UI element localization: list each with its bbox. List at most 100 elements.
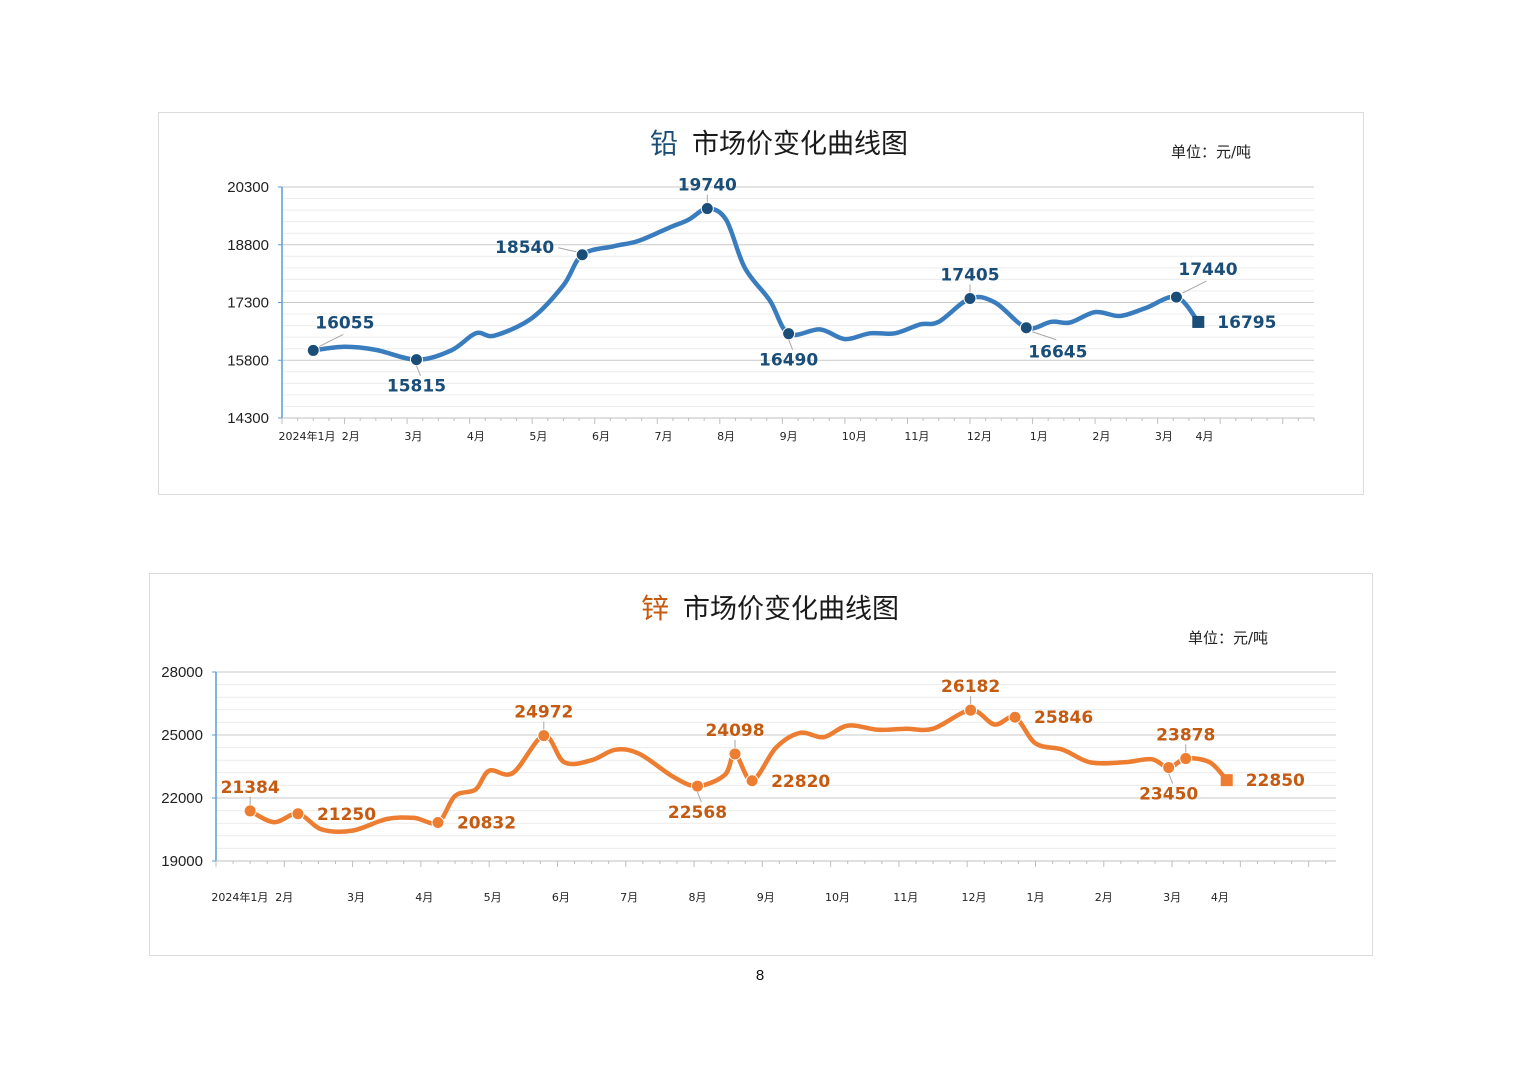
- zinc-x-tick-label: 2月: [275, 891, 293, 904]
- zinc-data-point-marker: [745, 774, 759, 788]
- lead-data-label-leader: [1032, 331, 1057, 341]
- lead-x-tick-label: 9月: [780, 430, 798, 443]
- zinc-x-tick-label: 11月: [893, 891, 918, 904]
- lead-data-label: 17405: [940, 265, 999, 285]
- zinc-data-point-marker: [1179, 752, 1193, 766]
- zinc-data-point-marker: [728, 747, 742, 761]
- lead-data-point-marker: [1019, 321, 1033, 335]
- zinc-x-tick-label: 1月: [1027, 891, 1045, 904]
- zinc-data-point-marker: [537, 729, 551, 743]
- lead-x-tick-label: 8月: [717, 430, 735, 443]
- zinc-data-label: 22850: [1246, 771, 1305, 791]
- zinc-chart-title: 锌市场价变化曲线图: [641, 592, 899, 625]
- zinc-data-label: 26182: [941, 677, 1000, 697]
- lead-data-point-marker: [409, 353, 423, 367]
- lead-y-tick-label: 15800: [227, 352, 269, 369]
- zinc-data-point-marker: [964, 703, 978, 717]
- lead-data-label: 18540: [495, 238, 554, 258]
- zinc-x-tick-marks: [215, 861, 1327, 867]
- lead-x-tick-label: 3月: [1155, 430, 1173, 443]
- lead-y-tick-label: 18800: [227, 237, 269, 254]
- lead-data-label: 17440: [1178, 260, 1237, 280]
- zinc-y-tick-label: 25000: [161, 727, 203, 744]
- lead-data-label-leader: [558, 247, 577, 253]
- zinc-x-tick-label: 3月: [1163, 891, 1181, 904]
- zinc-y-tick-label: 22000: [161, 790, 203, 807]
- zinc-unit-label: 单位：元/吨: [1188, 629, 1268, 647]
- zinc-data-label: 22820: [771, 772, 830, 792]
- lead-gridlines: [282, 186, 1314, 419]
- lead-x-tick-label: 7月: [655, 430, 673, 443]
- zinc-data-label-leader: [1168, 773, 1174, 784]
- zinc-last-value-marker: [1220, 774, 1233, 787]
- zinc-price-chart: 锌市场价变化曲线图单位：元/吨 19000 22000 25000 28000 2024年…: [161, 592, 1336, 904]
- lead-x-tick-label: 10月: [842, 430, 867, 443]
- zinc-title-text: 市场价变化曲线图: [683, 594, 899, 625]
- lead-x-tick-label: 3月: [404, 430, 422, 443]
- lead-y-tick-label: 20300: [227, 179, 269, 196]
- zinc-x-tick-label: 5月: [484, 891, 502, 904]
- zinc-x-tick-label: 3月: [347, 891, 365, 904]
- zinc-data-label: 25846: [1034, 708, 1093, 728]
- zinc-data-point-marker: [431, 816, 445, 830]
- lead-x-tick-label: 5月: [529, 430, 547, 443]
- lead-x-tick-label: 2月: [1092, 430, 1110, 443]
- lead-data-point-marker: [306, 343, 320, 357]
- zinc-data-label: 22568: [668, 803, 727, 823]
- zinc-title-metal: 锌: [641, 592, 669, 625]
- zinc-data-point-marker: [1162, 761, 1176, 775]
- page-number: 8: [755, 967, 765, 984]
- zinc-x-tick-label: 9月: [757, 891, 775, 904]
- lead-title-metal: 铅: [650, 127, 678, 160]
- zinc-x-tick-label: 2月: [1095, 891, 1113, 904]
- lead-x-tick-label: 4月: [1196, 430, 1214, 443]
- lead-x-tick-marks: [281, 418, 1315, 424]
- lead-x-tick-label: 1月: [1030, 430, 1048, 443]
- zinc-x-tick-label: 4月: [415, 891, 433, 904]
- lead-data-label-leader: [788, 339, 794, 350]
- zinc-x-tick-label: 6月: [552, 891, 570, 904]
- zinc-data-point-marker: [1008, 710, 1022, 724]
- lead-y-tick-label: 17300: [227, 295, 269, 312]
- lead-x-tick-label: 2024年1月: [279, 429, 336, 443]
- zinc-data-label: 24098: [705, 721, 764, 741]
- zinc-data-label: 21250: [317, 805, 376, 825]
- zinc-x-tick-label: 8月: [688, 891, 706, 904]
- zinc-x-tick-label: 2024年1月: [211, 890, 268, 904]
- zinc-data-label: 24972: [514, 703, 573, 723]
- lead-x-tick-label: 12月: [967, 430, 992, 443]
- lead-data-point-marker: [700, 202, 714, 216]
- lead-data-label: 16490: [759, 351, 818, 371]
- zinc-data-label: 23878: [1156, 726, 1215, 746]
- lead-data-label: 16645: [1028, 343, 1087, 363]
- lead-x-tick-label: 4月: [467, 430, 485, 443]
- lead-data-point-marker: [963, 291, 977, 305]
- zinc-y-tick-label: 28000: [161, 664, 203, 681]
- lead-data-point-marker: [1169, 290, 1183, 304]
- zinc-price-chart-panel: 锌市场价变化曲线图单位：元/吨 19000 22000 25000 28000 2024年…: [149, 573, 1373, 956]
- zinc-y-tick-label: 19000: [161, 853, 203, 870]
- lead-data-point-marker: [782, 327, 796, 341]
- zinc-x-tick-label: 12月: [962, 891, 987, 904]
- lead-last-value-marker: [1192, 315, 1205, 328]
- zinc-x-tick-label: 4月: [1211, 891, 1229, 904]
- lead-data-label-leader: [1182, 280, 1207, 294]
- zinc-data-label-leader: [696, 791, 702, 803]
- lead-data-point-marker: [575, 248, 589, 262]
- lead-chart-title: 铅市场价变化曲线图: [650, 127, 908, 160]
- lead-x-tick-label: 2月: [342, 430, 360, 443]
- lead-data-label: 16795: [1217, 313, 1276, 333]
- lead-x-tick-label: 11月: [904, 430, 929, 443]
- zinc-x-tick-label: 7月: [620, 891, 638, 904]
- zinc-data-point-marker: [243, 804, 257, 818]
- lead-title-text: 市场价变化曲线图: [692, 129, 908, 160]
- zinc-data-label: 20832: [457, 814, 516, 834]
- lead-data-label-leader: [319, 333, 344, 347]
- zinc-x-tick-label: 10月: [825, 891, 850, 904]
- lead-price-line: [311, 206, 1201, 362]
- zinc-data-point-marker: [690, 779, 704, 793]
- lead-price-chart: 铅市场价变化曲线图 单位：元/吨 14300 15800 17300 18800 20300…: [227, 127, 1315, 443]
- zinc-data-point-marker: [291, 807, 305, 821]
- zinc-data-label: 21384: [221, 778, 280, 798]
- lead-data-label: 16055: [315, 313, 374, 333]
